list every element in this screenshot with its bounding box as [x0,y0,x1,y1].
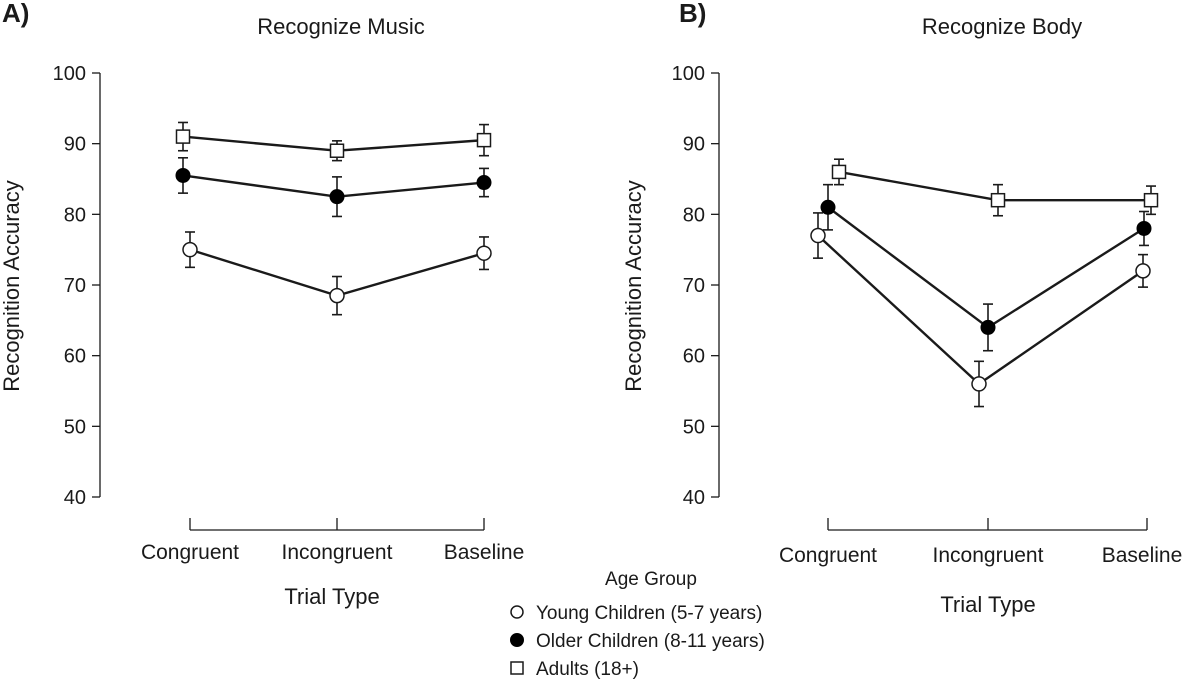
data-point-open-circle [810,227,826,244]
data-point-filled-circle [980,319,996,335]
y-tick-label: 50 [683,416,705,438]
y-tick-label: 100 [672,63,705,85]
panel-a-letter: A) [2,0,29,28]
legend-marker-open-square-icon [510,661,524,675]
y-tick-label: 70 [64,275,86,297]
y-tick-label: 60 [64,346,86,368]
x-tick-label: Incongruent [933,544,1044,567]
panel-recognize-music: A) Recognize Music Trial Type Recognitio… [0,0,524,609]
x-tick-label: Incongruent [282,541,393,564]
data-point-open-circle [476,245,492,261]
y-tick-label: 40 [683,487,705,509]
legend-label-young-children: Young Children (5-7 years) [536,603,762,624]
y-tick-label: 80 [683,204,705,226]
y-tick-label: 100 [53,63,86,85]
y-tick-label: 80 [64,204,86,226]
x-tick-label: Congruent [141,541,239,564]
panel-a-x-axis-label: Trial Type [284,584,379,609]
legend-entry-older-children: Older Children (8-11 years) [510,631,765,652]
data-point-open-circle [329,287,345,304]
legend-entry-young-children: Young Children (5-7 years) [510,603,762,624]
data-point-filled-circle [1136,220,1152,236]
panel-b-letter: B) [679,0,706,28]
data-point-square [1143,192,1159,208]
y-tick-label: 50 [64,416,86,438]
legend-label-adults: Adults (18+) [536,659,639,680]
legend-marker-open-circle-icon [510,605,524,619]
data-point-square [175,129,191,144]
data-point-open-circle [182,241,198,258]
legend: Age Group Young Children (5-7 years) Old… [510,569,765,680]
panel-a-title: Recognize Music [257,14,425,39]
panel-a-y-axis-label: Recognition Accuracy [0,180,24,392]
legend-label-older-children: Older Children (8-11 years) [536,631,765,652]
data-point-open-circle [971,376,987,392]
data-point-filled-circle [329,189,345,205]
panel-b-x-axis-label: Trial Type [940,592,1035,617]
data-point-filled-circle [820,199,836,215]
data-point-filled-circle [476,175,492,191]
panel-recognize-body: B) Recognize Body Trial Type Recognition… [621,0,1182,617]
series-line [827,206,1145,329]
data-point-open-circle [1135,263,1151,279]
data-point-filled-circle [175,167,191,183]
x-tick-label: Baseline [1102,544,1183,567]
panel-b-title: Recognize Body [922,14,1082,39]
data-point-square [476,132,492,148]
x-tick-label: Congruent [779,544,877,567]
x-tick-label: Baseline [444,541,525,564]
legend-title: Age Group [605,569,697,590]
legend-entry-adults: Adults (18+) [510,659,639,680]
legend-marker-filled-circle-icon [510,633,524,647]
y-tick-label: 70 [683,275,705,297]
panel-b-y-axis-label: Recognition Accuracy [621,180,646,392]
data-point-square [329,143,345,158]
data-point-square [990,192,1006,208]
y-tick-label: 90 [683,134,705,156]
y-tick-label: 90 [64,134,86,156]
y-tick-label: 60 [683,346,705,368]
data-point-square [831,164,847,180]
y-tick-label: 40 [64,487,86,509]
